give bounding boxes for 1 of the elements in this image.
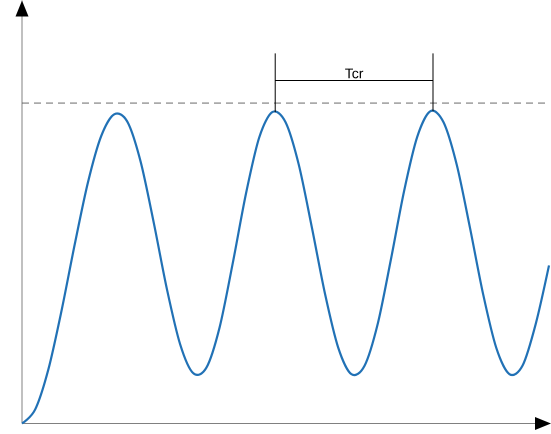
text: Tcr	[345, 68, 364, 78]
